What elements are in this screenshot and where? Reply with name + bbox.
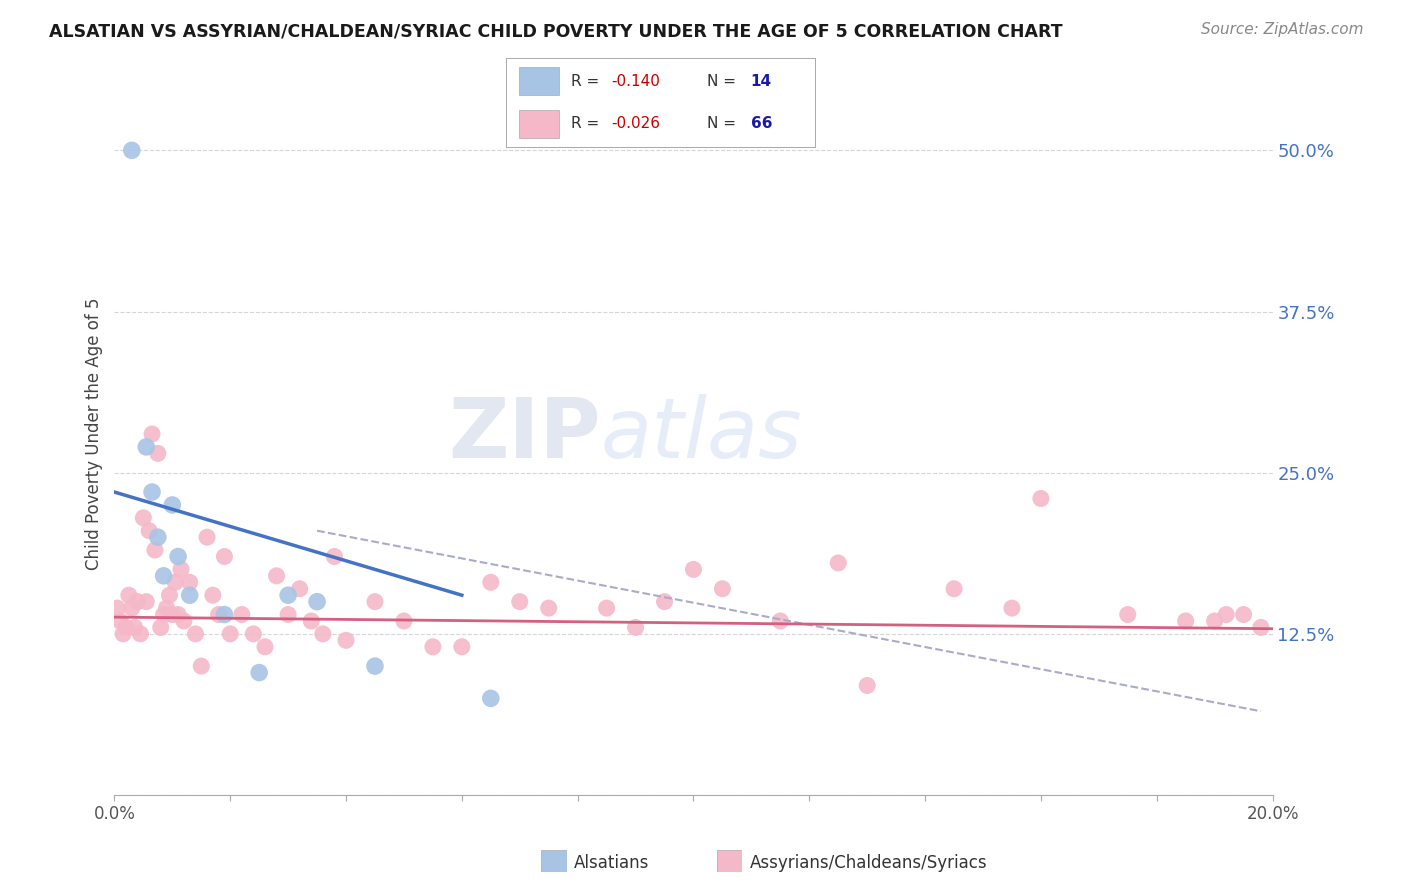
Point <box>266 569 288 583</box>
FancyBboxPatch shape <box>519 110 558 138</box>
Point <box>208 607 231 622</box>
Point <box>769 614 792 628</box>
Point <box>190 659 212 673</box>
Point <box>135 594 157 608</box>
Point <box>138 524 160 538</box>
Point <box>856 678 879 692</box>
Point <box>146 530 169 544</box>
Point <box>654 594 676 608</box>
Point <box>253 640 276 654</box>
Point <box>165 575 187 590</box>
Point <box>135 440 157 454</box>
Point <box>943 582 966 596</box>
Text: atlas: atlas <box>600 393 803 475</box>
Point <box>201 588 224 602</box>
Point <box>335 633 357 648</box>
Text: R =: R = <box>571 74 605 88</box>
Point <box>479 575 502 590</box>
Point <box>277 607 299 622</box>
Point <box>299 614 322 628</box>
Text: R =: R = <box>571 117 605 131</box>
Point <box>157 588 180 602</box>
Point <box>364 594 387 608</box>
Point <box>118 588 141 602</box>
Point <box>162 498 184 512</box>
Point <box>149 620 172 634</box>
Point <box>682 562 704 576</box>
Text: N =: N = <box>707 74 741 88</box>
Text: ZIP: ZIP <box>449 393 600 475</box>
Point <box>1116 607 1139 622</box>
Point <box>479 691 502 706</box>
Point <box>595 601 617 615</box>
Point <box>711 582 734 596</box>
Point <box>827 556 849 570</box>
Point <box>115 620 138 634</box>
Point <box>1001 601 1024 615</box>
Point <box>146 446 169 460</box>
Point <box>167 549 190 564</box>
Point <box>141 427 163 442</box>
Point <box>242 627 264 641</box>
Point <box>179 588 201 602</box>
Point <box>112 627 135 641</box>
Point <box>1232 607 1254 622</box>
Point <box>288 582 311 596</box>
Point <box>184 627 207 641</box>
Point <box>307 594 329 608</box>
Point <box>312 627 335 641</box>
Point <box>152 607 174 622</box>
Text: -0.140: -0.140 <box>612 74 661 88</box>
Point <box>195 530 218 544</box>
Text: Source: ZipAtlas.com: Source: ZipAtlas.com <box>1201 22 1364 37</box>
Point <box>509 594 531 608</box>
Point <box>214 607 236 622</box>
Point <box>1029 491 1052 506</box>
Point <box>121 601 143 615</box>
Point <box>364 659 387 673</box>
Point <box>1204 614 1226 628</box>
Text: Assyrians/Chaldeans/Syriacs: Assyrians/Chaldeans/Syriacs <box>749 854 987 871</box>
Point <box>127 594 149 608</box>
Point <box>167 607 190 622</box>
FancyBboxPatch shape <box>519 67 558 95</box>
Point <box>162 607 184 622</box>
Point <box>1215 607 1237 622</box>
Point <box>170 562 193 576</box>
Point <box>422 640 444 654</box>
Point <box>108 614 131 628</box>
Point <box>1250 620 1272 634</box>
Point <box>121 144 143 158</box>
Text: N =: N = <box>707 117 741 131</box>
Point <box>152 569 174 583</box>
Point <box>231 607 253 622</box>
Point <box>277 588 299 602</box>
Point <box>179 575 201 590</box>
Point <box>124 620 146 634</box>
Text: ALSATIAN VS ASSYRIAN/CHALDEAN/SYRIAC CHILD POVERTY UNDER THE AGE OF 5 CORRELATIO: ALSATIAN VS ASSYRIAN/CHALDEAN/SYRIAC CHI… <box>49 22 1063 40</box>
Text: 66: 66 <box>751 117 772 131</box>
Text: Alsatians: Alsatians <box>574 854 650 871</box>
Point <box>219 627 242 641</box>
Point <box>132 511 155 525</box>
Point <box>173 614 195 628</box>
Point <box>105 601 128 615</box>
Point <box>323 549 346 564</box>
Point <box>450 640 472 654</box>
Point <box>141 485 163 500</box>
Point <box>1174 614 1197 628</box>
Y-axis label: Child Poverty Under the Age of 5: Child Poverty Under the Age of 5 <box>86 298 103 570</box>
Point <box>214 549 236 564</box>
Point <box>247 665 270 680</box>
Point <box>143 543 166 558</box>
Text: -0.026: -0.026 <box>612 117 661 131</box>
Point <box>537 601 560 615</box>
Point <box>129 627 152 641</box>
Point <box>155 601 177 615</box>
Point <box>624 620 647 634</box>
Text: 14: 14 <box>751 74 772 88</box>
Point <box>392 614 415 628</box>
